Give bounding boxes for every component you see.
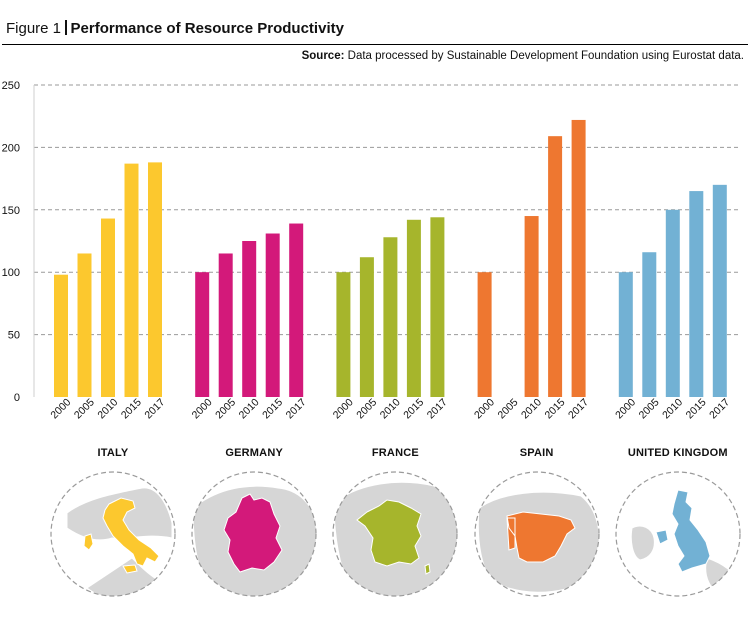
y-tick-label: 0 — [14, 392, 20, 404]
x-tick-label: 2010 — [237, 396, 262, 421]
y-tick-label: 150 — [2, 205, 20, 217]
bar-spain-2000 — [477, 272, 492, 397]
bar-spain-2017 — [571, 119, 586, 397]
bar-italy-2015 — [124, 163, 139, 397]
x-tick-label: 2000 — [472, 396, 497, 421]
country-maps: ITALY GERMANY FRANCE SPAIN UNITED KINGDOM — [0, 440, 750, 633]
uk-map-icon — [615, 471, 741, 597]
x-tick-label: 2010 — [378, 396, 403, 421]
map-label: ITALY — [97, 447, 129, 459]
bar-united-kingdom-2017 — [712, 184, 727, 397]
source-label: Source: — [301, 50, 345, 62]
x-tick-label: 2015 — [684, 396, 709, 421]
x-tick-label: 2017 — [566, 396, 591, 421]
x-tick-label: 2005 — [354, 396, 379, 421]
y-tick-label: 200 — [2, 142, 20, 154]
bar-italy-2005 — [77, 253, 92, 397]
bar-germany-2010 — [242, 241, 257, 397]
bar-united-kingdom-2015 — [689, 191, 704, 397]
spain-map-icon — [473, 471, 600, 597]
title-separator — [65, 20, 67, 35]
x-tick-label: 2005 — [213, 396, 238, 421]
x-tick-label: 2005 — [637, 396, 662, 421]
figure-title: Performance of Resource Productivity — [70, 20, 344, 37]
bar-france-2017 — [430, 217, 445, 397]
x-tick-label: 2000 — [331, 396, 356, 421]
bar-france-2015 — [406, 219, 421, 397]
x-tick-label: 2005 — [495, 396, 520, 421]
bar-spain-2015 — [548, 136, 563, 397]
y-tick-label: 100 — [2, 267, 20, 279]
x-tick-label: 2010 — [519, 396, 544, 421]
bar-united-kingdom-2000 — [618, 272, 633, 397]
x-tick-label: 2000 — [613, 396, 638, 421]
map-block-germany: GERMANY — [184, 440, 324, 630]
map-block-united-kingdom: UNITED KINGDOM — [608, 440, 748, 630]
x-tick-label: 2015 — [542, 396, 567, 421]
x-tick-label: 2017 — [284, 396, 309, 421]
x-tick-label: 2017 — [707, 396, 732, 421]
x-tick-label: 2005 — [72, 396, 97, 421]
bar-france-2000 — [336, 272, 351, 397]
map-label: FRANCE — [371, 447, 419, 459]
map-label: UNITED KINGDOM — [627, 447, 728, 459]
x-tick-label: 2015 — [401, 396, 426, 421]
x-tick-label: 2017 — [142, 396, 167, 421]
bar-germany-2005 — [218, 253, 233, 397]
bar-united-kingdom-2005 — [642, 252, 657, 397]
y-tick-label: 250 — [2, 80, 20, 92]
bar-united-kingdom-2010 — [665, 209, 680, 397]
france-map-icon — [332, 471, 458, 597]
source-text: Data processed by Sustainable Developmen… — [347, 50, 744, 62]
bar-germany-2000 — [195, 272, 210, 397]
germany-map-icon — [191, 471, 317, 597]
bar-italy-2000 — [54, 274, 68, 397]
x-tick-label: 2000 — [48, 396, 73, 421]
figure-label: Figure 1 — [6, 20, 62, 37]
figure-title-row: Figure 1 Performance of Resource Producti… — [6, 20, 746, 37]
map-block-spain: SPAIN — [467, 440, 607, 630]
italy-map-icon — [50, 471, 176, 597]
y-tick-label: 50 — [8, 330, 20, 342]
bar-italy-2017 — [148, 162, 162, 397]
bar-germany-2017 — [289, 223, 304, 397]
bar-spain-2010 — [524, 216, 539, 397]
x-tick-label: 2015 — [260, 396, 285, 421]
x-tick-label: 2010 — [95, 396, 120, 421]
title-rule — [2, 44, 748, 45]
bar-germany-2015 — [265, 233, 280, 397]
x-tick-label: 2000 — [190, 396, 215, 421]
bar-france-2010 — [383, 237, 398, 397]
x-tick-label: 2017 — [425, 396, 450, 421]
source-note: Source: Data processed by Sustainable De… — [302, 50, 744, 62]
map-label: GERMANY — [225, 447, 283, 459]
map-block-italy: ITALY — [43, 440, 183, 630]
x-tick-label: 2010 — [660, 396, 685, 421]
bar-italy-2010 — [101, 218, 115, 397]
bar-france-2005 — [359, 257, 374, 397]
map-block-france: FRANCE — [325, 440, 465, 630]
map-label: SPAIN — [519, 447, 554, 459]
x-tick-label: 2015 — [119, 396, 144, 421]
